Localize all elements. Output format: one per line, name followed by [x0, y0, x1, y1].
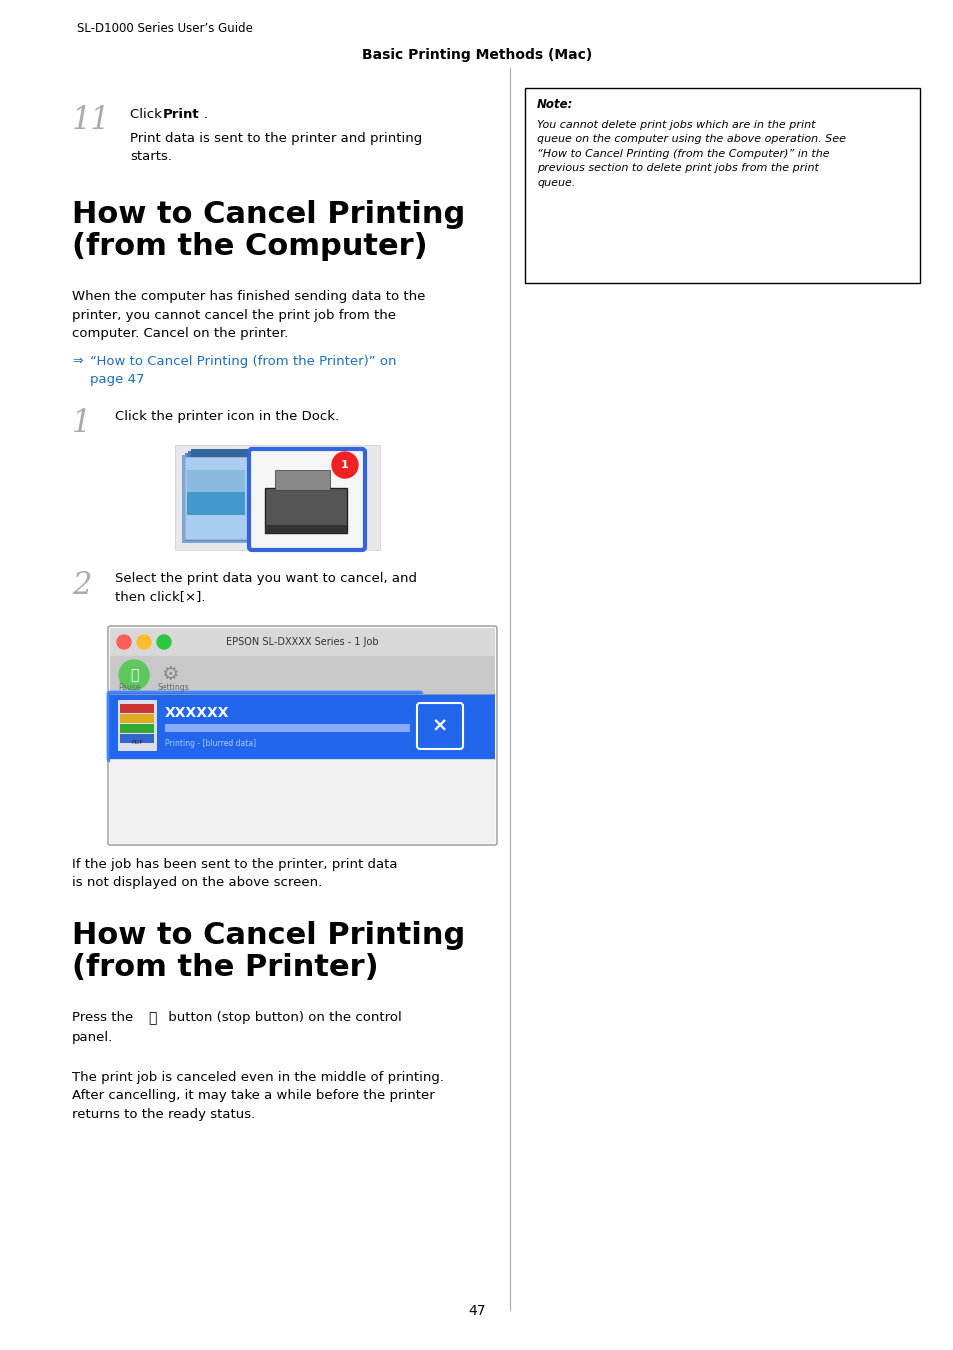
Text: (from the Computer): (from the Computer)	[71, 232, 427, 261]
Bar	[110, 656, 495, 694]
FancyBboxPatch shape	[416, 703, 462, 749]
Text: Ⓢ: Ⓢ	[148, 1011, 156, 1025]
Bar	[188, 451, 255, 539]
Bar	[265, 487, 347, 533]
Text: When the computer has finished sending data to the
printer, you cannot cancel th: When the computer has finished sending d…	[71, 290, 425, 340]
Circle shape	[117, 634, 131, 649]
FancyBboxPatch shape	[249, 450, 365, 549]
Text: Press the: Press the	[71, 1011, 137, 1025]
Text: 1: 1	[71, 408, 91, 439]
FancyBboxPatch shape	[419, 694, 495, 759]
Circle shape	[332, 452, 357, 478]
Circle shape	[157, 634, 171, 649]
Text: Printing - [blurred data]: Printing - [blurred data]	[165, 738, 255, 748]
FancyBboxPatch shape	[108, 626, 497, 845]
Text: .: .	[204, 108, 208, 122]
Bar	[265, 525, 347, 533]
Bar	[120, 734, 153, 743]
Text: button (stop button) on the control: button (stop button) on the control	[164, 1011, 401, 1025]
Bar	[118, 701, 156, 751]
Text: If the job has been sent to the printer, print data
is not displayed on the abov: If the job has been sent to the printer,…	[71, 859, 397, 890]
Bar	[274, 470, 330, 490]
Text: (from the Printer): (from the Printer)	[71, 953, 378, 981]
Bar	[120, 724, 153, 733]
Text: How to Cancel Printing: How to Cancel Printing	[71, 921, 465, 950]
Text: Settings: Settings	[158, 683, 190, 693]
Text: XXXXXX: XXXXXX	[165, 706, 230, 720]
Bar	[110, 759, 495, 842]
Text: Pause: Pause	[118, 683, 140, 693]
Text: SL-D1000 Series User’s Guide: SL-D1000 Series User’s Guide	[77, 22, 253, 35]
Text: The print job is canceled even in the middle of printing.
After cancelling, it m: The print job is canceled even in the mi…	[71, 1071, 443, 1120]
Circle shape	[137, 634, 151, 649]
Text: PDF: PDF	[131, 740, 143, 745]
Bar	[185, 458, 247, 539]
Bar	[191, 450, 258, 537]
Text: ⇒: ⇒	[71, 355, 82, 369]
Text: Print data is sent to the printer and printing
starts.: Print data is sent to the printer and pr…	[130, 132, 422, 163]
Circle shape	[119, 660, 149, 690]
Bar	[120, 714, 153, 724]
Text: page 47: page 47	[90, 373, 144, 386]
FancyBboxPatch shape	[108, 693, 421, 761]
Text: “How to Cancel Printing (from the Printer)” on: “How to Cancel Printing (from the Printe…	[90, 355, 396, 369]
Bar	[187, 470, 245, 514]
Text: Click: Click	[130, 108, 166, 122]
Bar	[174, 446, 379, 549]
Text: 2: 2	[71, 570, 91, 601]
Bar	[110, 628, 495, 656]
Text: Note:: Note:	[537, 99, 573, 111]
Bar	[524, 88, 919, 284]
Text: 11: 11	[71, 105, 111, 136]
Text: 47: 47	[468, 1304, 485, 1318]
Text: ⏸: ⏸	[130, 668, 138, 682]
Text: Select the print data you want to cancel, and
then click[×].: Select the print data you want to cancel…	[115, 572, 416, 603]
Bar	[185, 454, 253, 541]
Text: 1: 1	[341, 460, 349, 470]
Text: Click the printer icon in the Dock.: Click the printer icon in the Dock.	[115, 410, 338, 423]
Text: How to Cancel Printing: How to Cancel Printing	[71, 200, 465, 230]
Text: ×: ×	[432, 717, 448, 736]
Text: EPSON SL-DXXXX Series - 1 Job: EPSON SL-DXXXX Series - 1 Job	[226, 637, 378, 647]
Bar	[110, 694, 419, 759]
Text: ⚙: ⚙	[161, 666, 178, 684]
Text: You cannot delete print jobs which are in the print
queue on the computer using : You cannot delete print jobs which are i…	[537, 120, 845, 188]
Text: Basic Printing Methods (Mac): Basic Printing Methods (Mac)	[361, 49, 592, 62]
Bar	[182, 455, 250, 543]
Bar	[165, 724, 410, 732]
Text: panel.: panel.	[71, 1031, 113, 1044]
Text: Print: Print	[163, 108, 199, 122]
Bar	[120, 703, 153, 713]
Bar	[187, 470, 245, 491]
